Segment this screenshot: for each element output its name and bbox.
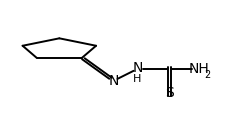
Text: NH: NH <box>188 62 209 76</box>
Text: N: N <box>108 74 119 88</box>
Text: 2: 2 <box>204 70 210 80</box>
Text: H: H <box>132 74 140 84</box>
Text: S: S <box>164 86 173 100</box>
Text: N: N <box>132 61 142 75</box>
